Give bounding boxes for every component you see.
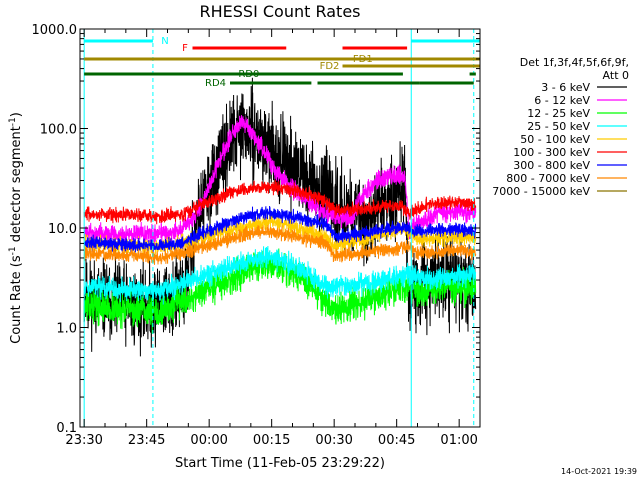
series-line-6 — [83, 205, 477, 253]
chart-title: RHESSI Count Rates — [200, 2, 361, 21]
y-axis-label: Count Rate (s-1 detector segment-1) — [8, 112, 24, 344]
legend-header-line-1: Det 1f,3f,4f,5f,6f,9f, — [520, 56, 629, 69]
legend-label-4: 50 - 100 keV — [520, 133, 590, 146]
legend-label-8: 7000 - 15000 keV — [492, 185, 590, 198]
x-axis: 23:30 23:45 00:00 00:15 00:30 00:45 01:00 — [65, 29, 481, 448]
y-tick-label-1: 100.0 — [40, 123, 77, 138]
flag-label-f: F — [182, 43, 188, 54]
flag-label-n: N — [161, 36, 168, 47]
legend-label-0: 3 - 6 keV — [541, 81, 590, 94]
flag-bars: N F FD1 FD2 RD0 RD4 — [84, 36, 480, 89]
x-tick-label-1: 23:45 — [128, 433, 165, 448]
y-tick-label-2: 10.0 — [48, 222, 77, 237]
legend-label-3: 25 - 50 keV — [527, 120, 590, 133]
y-tick-label-0: 1000.0 — [32, 23, 78, 38]
series-layer — [83, 77, 477, 357]
x-tick-label-0: 23:30 — [65, 433, 102, 448]
x-axis-label: Start Time (11-Feb-05 23:29:22) — [175, 456, 385, 471]
legend-label-5: 100 - 300 keV — [513, 146, 590, 159]
flag-label-rd4: RD4 — [205, 78, 226, 89]
flag-label-fd1: FD1 — [353, 54, 373, 65]
y-tick-label-4: 0.1 — [56, 421, 77, 436]
x-tick-label-6: 01:00 — [440, 433, 477, 448]
series-line-3 — [83, 245, 477, 305]
legend-label-7: 800 - 7000 keV — [506, 172, 590, 185]
y-axis: 1000.0 100.0 10.0 1.0 0.1 — [32, 23, 480, 436]
legend-label-6: 300 - 800 keV — [513, 159, 590, 172]
legend: Det 1f,3f,4f,5f,6f,9f, Att 0 3 - 6 keV6 … — [492, 56, 629, 198]
x-tick-label-4: 00:30 — [315, 433, 352, 448]
footer-timestamp: 14-Oct-2021 19:39 — [561, 467, 637, 476]
flag-label-fd2: FD2 — [320, 61, 340, 72]
series-line-5 — [83, 179, 477, 225]
legend-label-1: 6 - 12 keV — [534, 94, 590, 107]
flag-label-rd0: RD0 — [238, 69, 259, 80]
legend-header-line-2: Att 0 — [603, 69, 629, 82]
x-tick-label-2: 00:00 — [190, 433, 227, 448]
x-tick-label-3: 00:15 — [253, 433, 290, 448]
y-tick-label-3: 1.0 — [56, 322, 77, 337]
series-line-7 — [83, 224, 477, 265]
legend-label-2: 12 - 25 keV — [527, 107, 590, 120]
x-tick-label-5: 00:45 — [378, 433, 415, 448]
